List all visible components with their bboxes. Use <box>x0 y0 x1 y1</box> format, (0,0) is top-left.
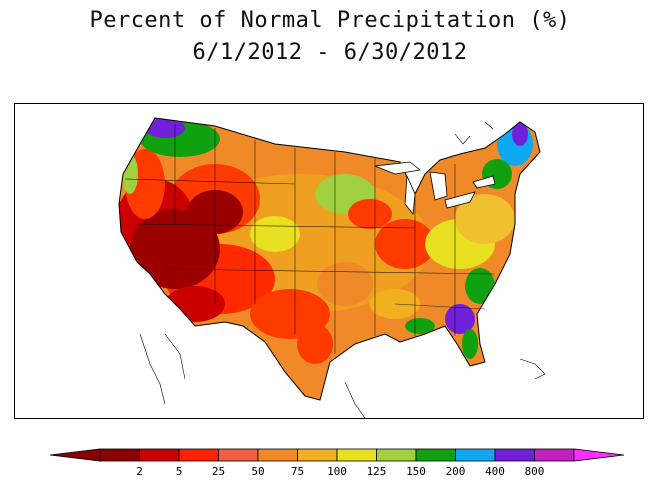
legend-tick-label: 100 <box>327 465 347 478</box>
legend-tick-label: 2 <box>136 465 143 478</box>
legend-swatch <box>99 448 140 462</box>
legend-swatch <box>494 448 535 462</box>
color-legend: 2 5 25 50 75 100 125 150 200 400 800 <box>49 448 625 478</box>
precipitation-map <box>14 103 644 419</box>
legend-colorbar <box>49 448 625 462</box>
legend-swatch <box>534 448 575 462</box>
legend-tick-label: 5 <box>176 465 183 478</box>
legend-swatch <box>178 448 219 462</box>
legend-tick-label: 50 <box>251 465 264 478</box>
legend-tick-label: 25 <box>212 465 225 478</box>
state-boundaries <box>124 124 496 354</box>
legend-swatch <box>455 448 496 462</box>
legend-swatch <box>297 448 338 462</box>
great-lakes <box>374 161 496 216</box>
legend-tick-label: 125 <box>367 465 387 478</box>
legend-swatch <box>218 448 259 462</box>
legend-swatch <box>139 448 180 462</box>
legend-tick-label: 400 <box>485 465 505 478</box>
legend-swatch <box>257 448 298 462</box>
legend-tick-label: 200 <box>446 465 466 478</box>
legend-swatch <box>415 448 456 462</box>
legend-tick-label: 150 <box>406 465 426 478</box>
date-range-subtitle: 6/1/2012 - 6/30/2012 <box>192 40 468 65</box>
legend-arrow-right <box>573 448 625 462</box>
legend-tick-label: 75 <box>291 465 304 478</box>
legend-swatch <box>376 448 417 462</box>
chart-title: Percent of Normal Precipitation (%) <box>89 8 571 33</box>
legend-tick-label: 800 <box>525 465 545 478</box>
legend-swatch <box>336 448 377 462</box>
legend-arrow-left <box>49 448 101 462</box>
map-canvas <box>118 117 546 418</box>
neighbor-coastlines <box>139 121 546 418</box>
precip-field <box>118 117 541 401</box>
legend-tick-labels: 2 5 25 50 75 100 125 150 200 400 800 <box>136 465 544 478</box>
